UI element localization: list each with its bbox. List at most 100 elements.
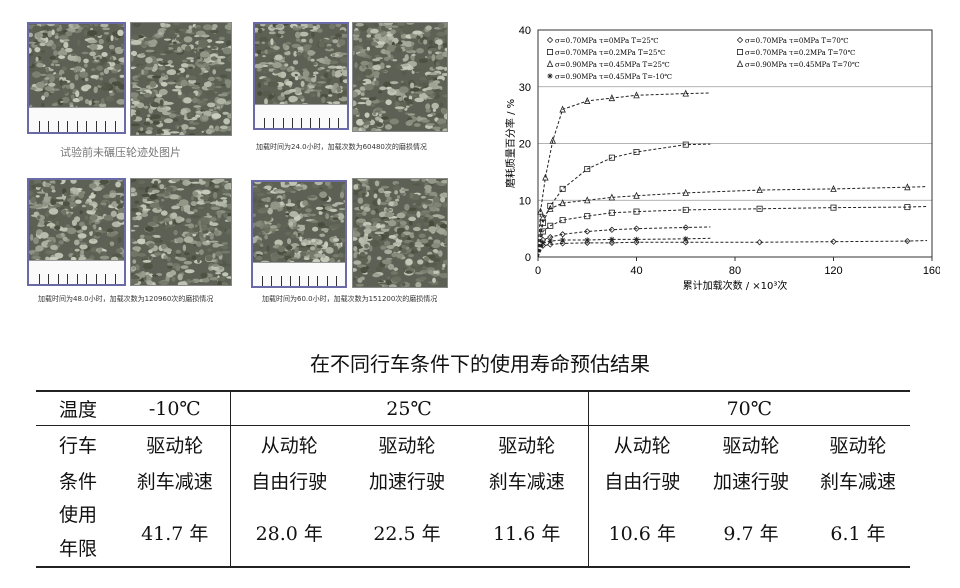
gravel-texture: [253, 182, 345, 267]
gravel-texture: [255, 24, 347, 108]
series-4-point: [633, 91, 640, 99]
temperature-minus10: -10℃: [120, 390, 230, 426]
series-1-point: [633, 225, 640, 232]
ruler-tick: [262, 275, 264, 286]
series-3-point: [547, 222, 554, 229]
ruler-tick: [291, 117, 293, 128]
ruler-tick: [273, 117, 275, 128]
series-6-point: [547, 238, 553, 244]
table-row-wheel: 行车 驱动轮 从动轮 驱动轮 驱动轮 从动轮 驱动轮 驱动轮: [36, 425, 910, 462]
mode-cell: 自由行驶: [229, 462, 348, 498]
ruler-tick: [95, 121, 97, 132]
condition-label-1: 行车: [58, 434, 97, 457]
legend-entry: σ=0.90MPa τ=0.45MPa T=70℃: [745, 61, 860, 69]
ruler-tick: [282, 117, 284, 128]
years-cell: 9.7 年: [696, 498, 807, 568]
series-6-point: [560, 237, 566, 243]
ruler-tick: [264, 117, 266, 128]
life-label: 使用 年限: [36, 498, 120, 568]
years-cell: 22.5 年: [348, 498, 466, 568]
series-0-line: [537, 240, 928, 258]
series-3-point: [539, 228, 546, 235]
years-cell: 28.0 年: [229, 498, 348, 568]
series-6-point: [584, 237, 590, 243]
series-3-point: [682, 206, 689, 213]
temperature-70: 70℃: [587, 390, 911, 426]
series-6-point: [683, 236, 689, 242]
series-3-point: [559, 217, 566, 224]
series-0-point: [547, 241, 554, 248]
ruler-tick: [317, 275, 319, 286]
series-4-point: [549, 136, 557, 144]
ruler-scale: [253, 262, 345, 286]
series-6-point: [540, 240, 546, 246]
temperature-label: 温度: [36, 390, 120, 426]
ruler-tick: [95, 273, 97, 284]
ruler-tick: [335, 275, 337, 286]
temperature-25: 25℃: [229, 390, 589, 426]
y-tick-label: 20: [519, 139, 531, 151]
series-0-point: [756, 239, 763, 246]
y-tick-label: 40: [519, 25, 531, 37]
ruler-scale: [29, 107, 124, 132]
series-5-point: [584, 196, 591, 204]
series-1-point: [559, 231, 566, 238]
series-5-point: [539, 213, 547, 221]
mode-cell: 加速行驶: [713, 470, 790, 493]
series-2-line: [537, 143, 711, 258]
legend-marker: [547, 48, 554, 55]
ruler-tick: [301, 117, 302, 128]
gravel-texture: [353, 179, 447, 287]
ruler-tick: [48, 121, 49, 132]
ruler-tick: [319, 117, 321, 128]
series-2-point: [608, 154, 615, 161]
series-5-point: [830, 184, 837, 192]
plot-frame: [537, 29, 933, 258]
photo-48h-closeup: [130, 178, 232, 286]
ruler-tick: [114, 273, 116, 284]
legend-entry: σ=0.90MPa τ=0.45MPa T=-10℃: [555, 73, 672, 81]
series-3-point: [584, 213, 591, 220]
series-0-point: [904, 237, 911, 245]
ruler-tick: [48, 273, 49, 284]
ruler-tick: [38, 121, 40, 132]
legend-marker: [546, 36, 554, 44]
series-3-point: [904, 204, 911, 211]
gravel-texture: [29, 180, 124, 263]
service-life-table: 温度 -10℃ 25℃ 70℃ 行车 驱动轮 从动轮 驱动轮 驱动轮 从动轮 驱…: [36, 390, 911, 568]
wheel-cell: 驱动轮: [498, 434, 556, 457]
series-4-point: [537, 207, 544, 215]
series-3-point: [830, 204, 837, 211]
mode-cell: 刹车减速: [820, 470, 897, 493]
series-6-point: [609, 236, 615, 243]
ruler-tick: [57, 273, 59, 284]
ruler-tick: [76, 121, 78, 132]
gravel-texture: [353, 23, 447, 131]
ruler-tick: [67, 273, 68, 284]
gravel-texture: [131, 23, 231, 135]
ruler-tick: [86, 273, 87, 284]
x-tick-label: 80: [729, 265, 741, 277]
ruler-scale: [255, 104, 347, 128]
series-1-point: [584, 228, 591, 235]
series-6-point: [633, 236, 640, 243]
series-4-point: [559, 105, 566, 113]
ruler-tick: [289, 275, 291, 286]
series-5-point: [682, 188, 689, 196]
ruler-tick: [38, 273, 40, 284]
table-row-life: 使用 年限 41.7 年 28.0 年 22.5 年 11.6 年 10.6 年 …: [36, 498, 911, 568]
legend-marker: [736, 48, 743, 55]
ruler-tick: [105, 273, 106, 284]
wheel-cell: 驱动轮: [146, 434, 204, 457]
ruler-tick: [105, 121, 106, 132]
ruler-tick: [299, 275, 300, 286]
table-title: 在不同行车条件下的使用寿命预估结果: [310, 352, 650, 376]
photo-24h-closeup: [352, 22, 448, 132]
wheel-cell: 从动轮: [229, 425, 348, 462]
wear-chart: 0 10 20 30 40 0 40 80 120 160 累计加载次数 / ×10³次 磨耗质量百分…: [504, 25, 940, 292]
table-row-mode: 条件 刹车减速 自由行驶 加速行驶 刹车减速 自由行驶 加速行驶 刹车减速: [36, 462, 910, 498]
ruler-tick: [280, 275, 282, 286]
series-4-point: [608, 94, 616, 102]
series-0-point: [830, 238, 837, 245]
series-5-line: [537, 186, 928, 258]
